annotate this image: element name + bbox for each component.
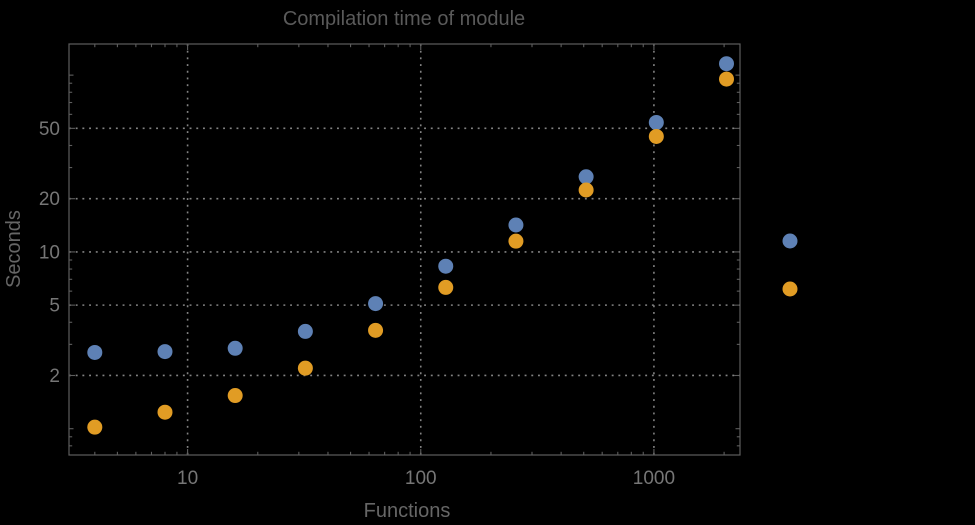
plot-frame	[68, 43, 741, 456]
y-tick-label: 2	[49, 366, 60, 387]
data-point-series-orange	[438, 279, 454, 295]
data-point-series-orange	[157, 404, 173, 420]
data-point-series-orange	[719, 71, 735, 87]
data-point-series-blue	[438, 258, 454, 274]
legend-marker-series-blue	[782, 233, 798, 249]
data-point-series-blue	[719, 56, 735, 72]
x-tick-label: 1000	[633, 468, 675, 489]
y-tick-label: 5	[49, 296, 60, 317]
data-point-series-orange	[297, 360, 313, 376]
data-point-series-orange	[578, 182, 594, 198]
x-tick-label: 10	[177, 468, 198, 489]
data-point-series-blue	[578, 169, 594, 185]
data-point-series-orange	[87, 419, 103, 435]
y-tick-label: 10	[39, 242, 60, 263]
data-point-series-blue	[508, 217, 524, 233]
tick-label-layer: 10 100 1000 2 5 10 20 50	[39, 119, 675, 489]
data-point-series-orange	[368, 322, 384, 338]
y-axis-label: Seconds	[3, 210, 25, 288]
y-tick-label: 20	[39, 189, 60, 210]
legend-marker-series-orange	[782, 281, 798, 297]
data-point-series-blue	[297, 323, 313, 339]
y-tick-label: 50	[39, 119, 60, 140]
data-point-series-blue	[227, 340, 243, 356]
points-layer	[87, 56, 735, 435]
data-point-series-orange	[227, 388, 243, 404]
data-point-series-orange	[508, 233, 524, 249]
legend-layer	[782, 233, 798, 297]
data-point-series-blue	[87, 344, 103, 360]
x-tick-label: 100	[405, 468, 437, 489]
frame-layer	[68, 43, 741, 456]
x-axis-label: Functions	[364, 500, 451, 522]
grid-layer	[69, 44, 740, 455]
data-point-series-blue	[648, 114, 664, 130]
chart-title: Compilation time of module	[283, 8, 525, 30]
data-point-series-blue	[157, 344, 173, 360]
data-point-series-blue	[368, 296, 384, 312]
data-point-series-orange	[648, 128, 664, 144]
tick-layer	[69, 44, 740, 455]
